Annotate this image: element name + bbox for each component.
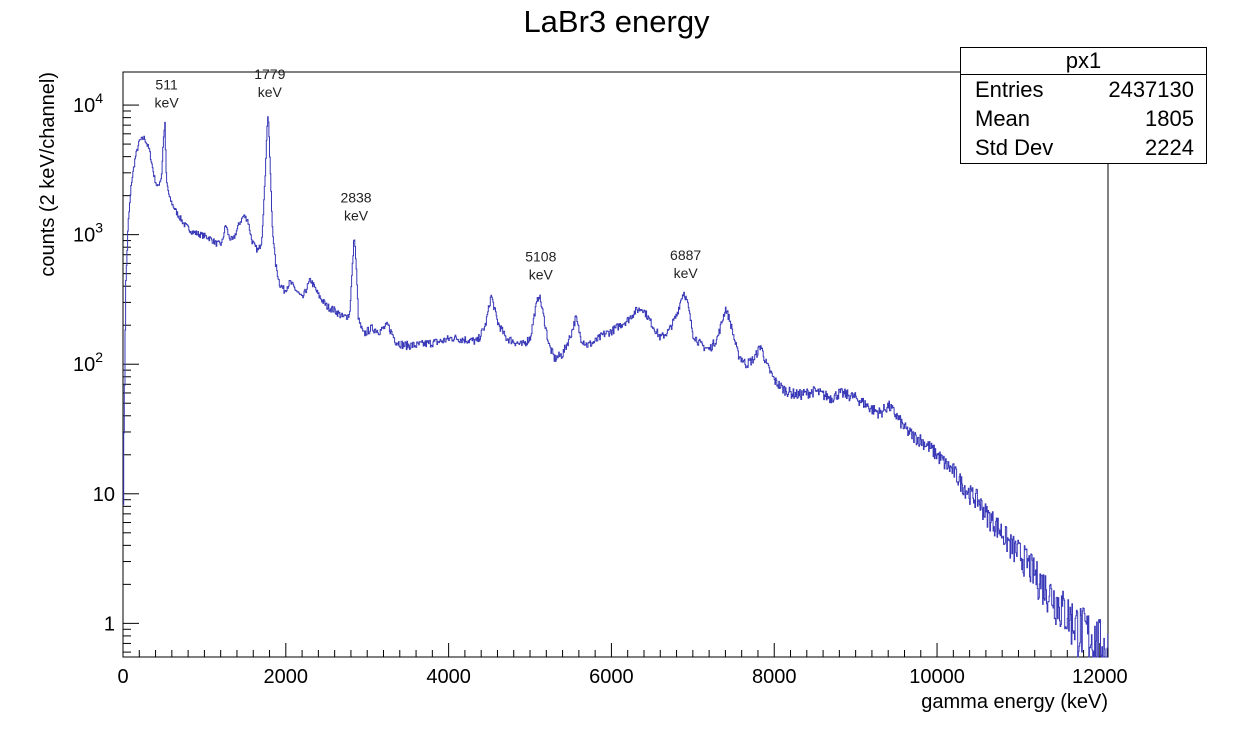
stats-label: Mean: [975, 106, 1031, 131]
x-tick-label: 12000: [1072, 666, 1128, 688]
y-tick-label: 104: [73, 90, 103, 117]
peak-label: keV: [529, 267, 554, 283]
stats-value: 2224: [1145, 135, 1194, 160]
x-axis: 0 2000 4000 6000 8000 10000 12000: [117, 643, 1128, 688]
stats-row-entries: Entries 2437130: [961, 75, 1206, 104]
x-axis-title: gamma energy (keV): [921, 691, 1108, 713]
stats-row-mean: Mean 1805: [961, 104, 1206, 133]
peak-annotations: 511 keV 1779 keV 2838 keV 5108 keV 6887 keV: [155, 66, 702, 283]
peak-label: 2838: [340, 190, 371, 206]
series-line: [123, 116, 1109, 658]
stats-label: Std Dev: [975, 135, 1054, 160]
series-group: [123, 116, 1109, 658]
stats-row-stddev: Std Dev 2224: [961, 133, 1206, 162]
peak-label: keV: [258, 84, 283, 100]
peak-label: 1779: [254, 66, 285, 82]
x-tick-label: 6000: [589, 666, 634, 688]
peak-label: keV: [344, 208, 369, 224]
peak-label: keV: [155, 94, 180, 110]
peak-label: keV: [674, 265, 699, 281]
stats-value: 1805: [1145, 106, 1194, 131]
stats-value: 2437130: [1108, 77, 1194, 102]
x-tick-label: 10000: [909, 666, 965, 688]
stats-box: px1 Entries 2437130 Mean 1805 Std Dev 22…: [960, 47, 1207, 164]
y-tick-label: 10: [93, 484, 115, 506]
peak-label: 5108: [525, 249, 556, 265]
x-tick-label: 2000: [264, 666, 309, 688]
y-axis-title: counts (2 keV/channel): [37, 72, 59, 277]
chart-title: LaBr3 energy: [523, 4, 710, 39]
peak-label: 511: [155, 76, 178, 92]
peak-label: 6887: [670, 247, 701, 263]
x-tick-label: 4000: [426, 666, 471, 688]
stats-title: px1: [961, 48, 1206, 75]
y-tick-label: 1: [104, 613, 115, 635]
y-tick-label: 103: [73, 220, 103, 247]
x-tick-label: 8000: [752, 666, 797, 688]
y-axis: 1 10 102 103 104: [73, 90, 139, 653]
stats-label: Entries: [975, 77, 1044, 102]
x-tick-label: 0: [117, 666, 128, 688]
y-tick-label: 102: [73, 349, 103, 376]
